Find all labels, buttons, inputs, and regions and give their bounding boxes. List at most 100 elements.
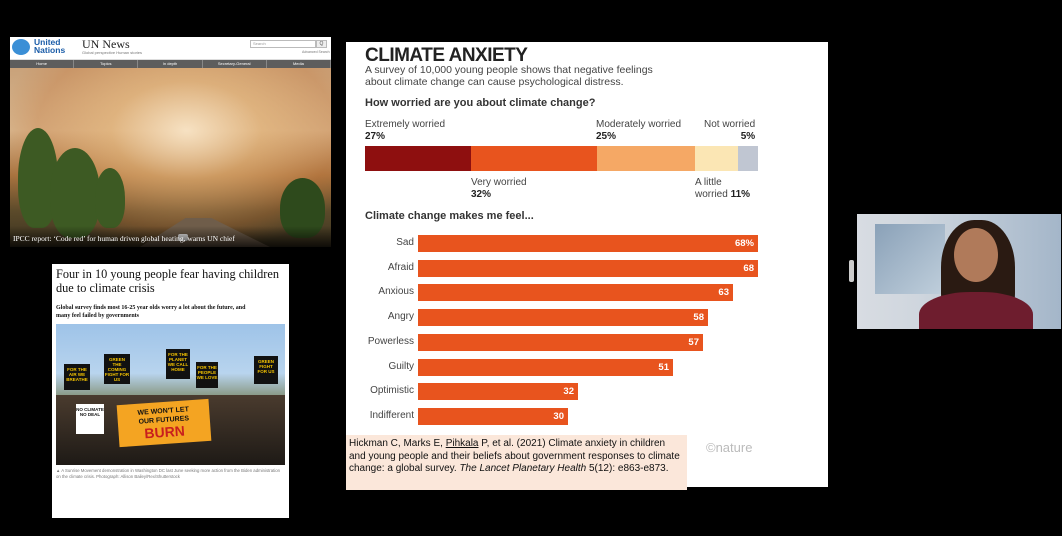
label-text: A little [695, 177, 722, 188]
bar-value-label: 63 [718, 287, 729, 299]
bar: 68 [418, 259, 758, 277]
bar-row-guilty: Guilty 51 [346, 358, 828, 376]
bar-row-powerless: Powerless 57 [346, 333, 828, 351]
citation-title: P, et al. (2021) Climate anxiety in chil… [349, 438, 680, 474]
bar-value-label: 30 [553, 410, 564, 422]
bar-label: Optimistic [370, 385, 414, 397]
infographic-title: CLIMATE ANXIETY [365, 45, 528, 66]
label-suffix: worried [695, 189, 728, 200]
worry-stacked-bar [365, 146, 758, 171]
stack-segment-moderately-worried [596, 146, 696, 171]
bar: 58 [418, 309, 708, 327]
label-text: Very worried [471, 177, 527, 188]
citation-box: Hickman C, Marks E, Pihkala P, et al. (2… [346, 435, 687, 490]
bar-label: Anxious [378, 286, 414, 298]
un-news-screenshot: United Nations UN News Global perspectiv… [10, 37, 331, 247]
presentation-slide: United Nations UN News Global perspectiv… [0, 37, 846, 518]
bar-row-angry: Angry 58 [346, 309, 828, 327]
guardian-article-screenshot: Four in 10 young people fear having chil… [52, 264, 289, 518]
wildfire-photo [10, 68, 331, 247]
protest-banner: WE WON'T LET OUR FUTURES BURN [116, 398, 212, 448]
un-nav-bar: Home Topics In depth Secretary-General M… [10, 60, 331, 68]
bar-label: Guilty [388, 360, 414, 372]
label-pct: 5% [740, 131, 756, 142]
person-body [919, 292, 1033, 329]
question-feel: Climate change makes me feel... [365, 210, 534, 222]
bar-row-optimistic: Optimistic 32 [346, 383, 828, 401]
citation-journal: The Lancet Planetary Health [459, 463, 587, 474]
un-nav-secretary-general[interactable]: Secretary-General [203, 60, 267, 68]
label-text: Extremely worried [365, 119, 446, 130]
advanced-search-link[interactable]: Advanced Search [302, 50, 330, 54]
stack-segment-a-little-worried [695, 146, 739, 171]
un-brand: UN News [82, 37, 130, 51]
bar: 30 [418, 407, 568, 425]
banner-line3: BURN [143, 422, 186, 442]
protest-photo: FOR THE AIR WE BREATHE GREEN THE COMING … [56, 324, 285, 465]
protest-sign: GREEN FIGHT FOR US [254, 356, 278, 384]
label-text: Moderately worried [596, 119, 682, 130]
label-moderately-worried: Moderately worried 25% [596, 119, 681, 143]
label-pct: 27% [365, 131, 386, 142]
wall-art [875, 224, 945, 294]
un-header: United Nations UN News Global perspectiv… [10, 37, 331, 60]
search-input[interactable]: Search [250, 40, 316, 48]
protest-sign: FOR THE AIR WE BREATHE [64, 364, 90, 390]
bar-row-indifferent: Indifferent 30 [346, 407, 828, 425]
un-nav-topics[interactable]: Topics [74, 60, 139, 68]
un-nav-media[interactable]: Media [267, 60, 331, 68]
label-a-little-worried: A little worried 11% [695, 177, 750, 201]
label-pct: 32% [471, 189, 492, 200]
bar-label: Afraid [387, 261, 414, 273]
bar-row-anxious: Anxious 63 [346, 284, 828, 302]
label-extremely-worried: Extremely worried 27% [365, 119, 445, 143]
protest-sign: FOR THE PEOPLE WE LOVE [196, 362, 218, 388]
label-text: Not worried [704, 119, 756, 130]
un-photo-caption[interactable]: IPCC report: ‘Code red’ for human driven… [10, 226, 331, 247]
un-logo-icon [12, 39, 30, 55]
bar: 68% [418, 235, 758, 252]
bar-value-label: 58 [693, 312, 704, 324]
bar-value-label: 51 [658, 361, 669, 373]
label-very-worried: Very worried 32% [471, 177, 527, 201]
label-pct: 11% [730, 189, 751, 200]
bar: 63 [418, 284, 733, 302]
un-tagline: Global perspective Human stories [82, 50, 143, 55]
label-not-worried: Not worried 5% [704, 119, 755, 143]
bar-label: Powerless [367, 335, 414, 347]
un-nav-home[interactable]: Home [10, 60, 75, 68]
article-standfirst: Global survey finds most 16-25 year olds… [56, 305, 246, 319]
bar-label: Indifferent [369, 409, 414, 421]
bar-label: Sad [396, 237, 414, 248]
stack-segment-extremely-worried [365, 146, 472, 171]
protest-sign: GREEN THE COMING FIGHT FOR US [104, 354, 130, 384]
citation-volume: 5(12): e863-e873. [586, 463, 669, 474]
article-headline: Four in 10 young people fear having chil… [56, 267, 279, 295]
nature-infographic: CLIMATE ANXIETY A survey of 10,000 young… [346, 42, 828, 490]
bar: 57 [418, 333, 703, 351]
bar-row-afraid: Afraid 68 [346, 259, 828, 277]
un-org-line2: Nations [34, 45, 66, 55]
protest-sign: NO CLIMATE NO DEAL [76, 404, 104, 434]
citation-author-link: Pihkala [445, 438, 479, 449]
tree [95, 168, 125, 228]
protest-sign: FOR THE PLANET WE CALL HOME [166, 349, 190, 379]
person-face [954, 228, 998, 282]
un-nav-in-depth[interactable]: In depth [138, 60, 203, 68]
bar: 32 [418, 383, 578, 401]
bar-value-label: 68% [734, 238, 754, 249]
bar-row-sad: Sad 68% [346, 235, 828, 252]
bar-value-label: 57 [688, 336, 699, 348]
bar-value-label: 68 [743, 262, 754, 274]
bar-label: Angry [387, 311, 414, 323]
participant-video-tile[interactable] [857, 214, 1061, 329]
tree [50, 148, 100, 238]
photo-caption: ▲ A Sunrise Movement demonstration in Wa… [56, 468, 281, 479]
panel-resize-handle[interactable] [849, 260, 854, 282]
stack-segment-not-worried [738, 146, 758, 171]
question-worry: How worried are you about climate change… [365, 97, 596, 109]
infographic-description: A survey of 10,000 young people shows th… [365, 64, 653, 88]
citation-authors: Hickman C, Marks E, [349, 438, 446, 449]
nature-logo: ©nature [706, 440, 753, 455]
search-icon[interactable]: Q [316, 40, 327, 48]
